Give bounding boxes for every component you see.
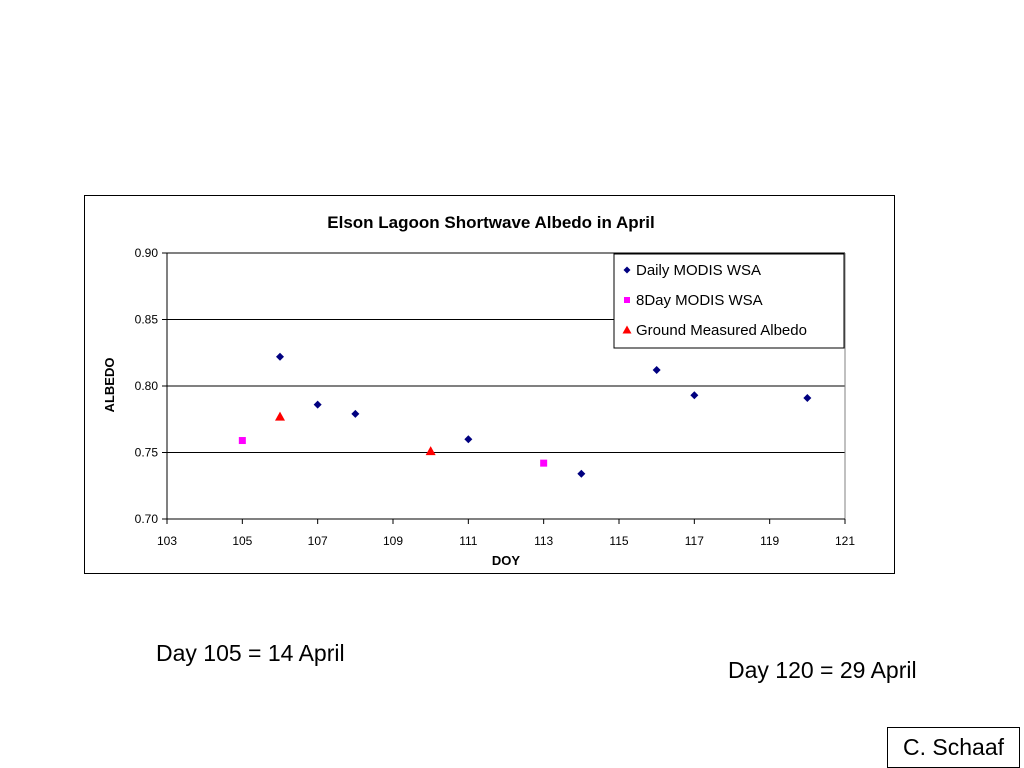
legend-label: Ground Measured Albedo	[636, 322, 807, 339]
legend-label: 8Day MODIS WSA	[636, 292, 763, 309]
data-point-square	[540, 459, 548, 467]
data-point-diamond	[313, 400, 322, 409]
chart-frame: Elson Lagoon Shortwave Albedo in April D…	[84, 195, 895, 574]
legend-marker-square	[624, 297, 630, 303]
x-axis-label: DOY	[492, 553, 521, 568]
chart-title: Elson Lagoon Shortwave Albedo in April	[327, 213, 654, 232]
x-tick-label: 103	[157, 534, 177, 548]
scatter-chart: Elson Lagoon Shortwave Albedo in April D…	[102, 213, 856, 568]
data-point-square	[238, 437, 246, 445]
y-tick-label: 0.75	[135, 446, 159, 460]
x-tick-label: 107	[308, 534, 328, 548]
legend-marker-diamond	[623, 266, 631, 274]
data-point-diamond	[464, 435, 473, 444]
data-point-diamond	[276, 352, 284, 361]
x-tick-label: 105	[232, 534, 252, 548]
x-tick-label: 121	[835, 534, 855, 548]
data-point-diamond	[577, 469, 586, 478]
data-point-diamond	[351, 409, 360, 418]
data-point-diamond	[690, 391, 699, 400]
y-tick-label: 0.90	[135, 246, 159, 260]
plot-area: 0.70 0.75 0.80 0.85 0.90 103 105 107 109 111 113 11…	[135, 246, 856, 548]
x-tick-label: 109	[383, 534, 403, 548]
legend: Daily MODIS WSA 8Day MODIS WSA Ground Meas…	[613, 253, 845, 349]
y-tick-label: 0.80	[135, 379, 159, 393]
legend-marker-triangle	[622, 325, 632, 334]
x-tick-label: 117	[685, 534, 704, 548]
x-tick-label: 113	[534, 534, 553, 548]
legend-label: Daily MODIS WSA	[636, 262, 761, 279]
y-axis-label: ALBEDO	[102, 358, 117, 413]
x-tick-label: 119	[760, 534, 779, 548]
data-point-diamond	[652, 366, 661, 375]
legend-box	[613, 253, 845, 349]
data-point-triangle	[275, 411, 285, 421]
note-day-120: Day 120 = 29 April	[728, 657, 917, 683]
data-point-diamond	[803, 393, 812, 402]
author-credit: C. Schaaf	[887, 727, 1020, 768]
note-day-105: Day 105 = 14 April	[156, 640, 345, 666]
y-tick-label: 0.85	[135, 313, 159, 327]
y-tick-label: 0.70	[135, 512, 159, 526]
x-tick-label: 115	[609, 534, 628, 548]
data-point-triangle	[425, 446, 436, 456]
x-tick-label: 111	[459, 534, 478, 548]
